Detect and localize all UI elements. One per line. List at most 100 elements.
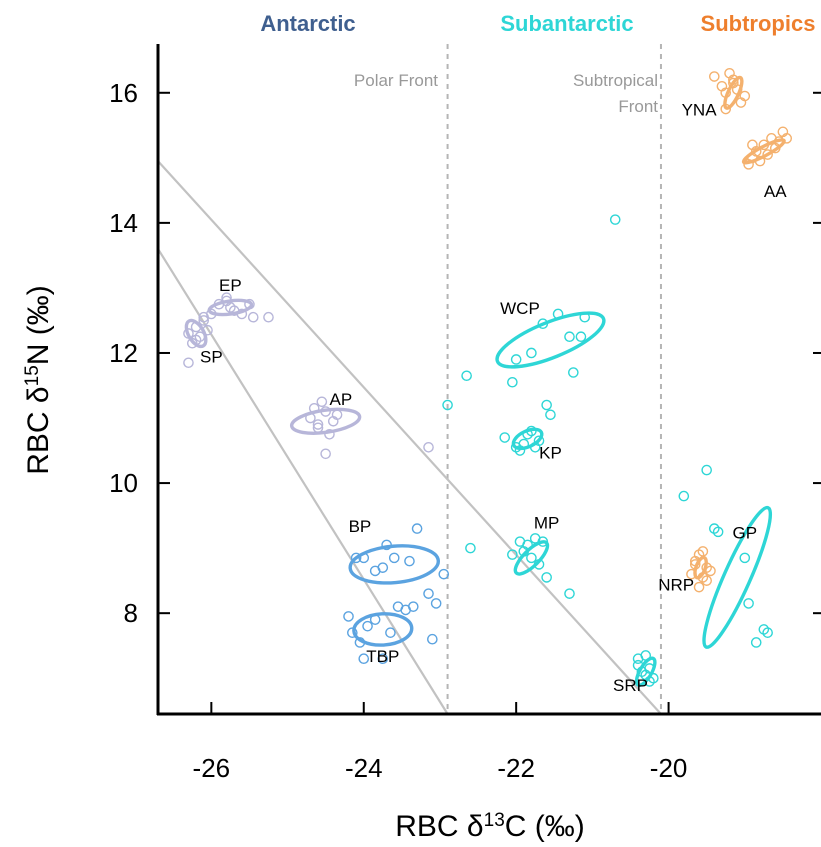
data-point [701, 575, 712, 586]
data-point [411, 523, 423, 534]
data-point [198, 315, 210, 326]
data-point [579, 311, 591, 323]
data-point [701, 464, 712, 476]
data-point [678, 490, 690, 502]
data-point [644, 663, 655, 674]
data-point [754, 155, 766, 167]
data-point [377, 653, 389, 665]
data-point [762, 627, 773, 638]
data-point [407, 601, 419, 612]
group-label: GP [733, 523, 758, 542]
data-point [747, 139, 758, 151]
y-axis-title: RBC δ15N (‰) [22, 285, 56, 475]
data-point [762, 149, 773, 160]
data-point [507, 376, 518, 388]
group-label: EP [219, 276, 242, 295]
ellipses [184, 75, 786, 687]
group-label: SRP [613, 676, 648, 695]
data-point [499, 432, 511, 443]
data-point [541, 572, 552, 583]
region-label: Antarctic [260, 11, 355, 36]
data-point [689, 559, 701, 570]
data-point [545, 409, 556, 421]
y-tick-label: 16 [109, 78, 138, 108]
data-point [507, 549, 518, 560]
data-point [183, 357, 194, 369]
y-tick-label: 14 [109, 208, 138, 238]
data-point [465, 542, 476, 554]
data-point [442, 399, 453, 411]
data-point [358, 552, 370, 564]
data-point [709, 71, 720, 82]
group-label: MP [534, 514, 560, 533]
group-label: AP [330, 390, 353, 409]
data-point [247, 311, 259, 323]
y-tick-label: 10 [109, 468, 138, 498]
ellipse [702, 505, 773, 649]
data-point [347, 627, 358, 638]
data-point [564, 588, 575, 599]
data-point [320, 406, 331, 417]
data-point [686, 568, 697, 580]
ellipse [348, 544, 441, 585]
data-point [430, 598, 442, 609]
group-label: BP [349, 517, 372, 536]
group-label: YNA [682, 101, 718, 120]
data-point [522, 539, 533, 551]
data-point [526, 425, 537, 437]
data-point [324, 428, 335, 440]
ellipse [723, 75, 744, 110]
data-point [244, 298, 255, 310]
boundary-line [157, 160, 662, 715]
data-point [331, 409, 343, 421]
data-point [263, 311, 274, 323]
front-label: Subtropical [573, 71, 658, 90]
region-label: Subantarctic [500, 11, 633, 36]
data-point [198, 311, 210, 323]
data-point [461, 370, 472, 382]
data-point [183, 328, 194, 339]
data-point [358, 653, 370, 665]
data-point [526, 552, 537, 564]
front-lines: Polar Front Subtropical Front [354, 44, 662, 714]
data-point [739, 552, 751, 564]
data-point [526, 347, 537, 359]
group-labels: EP SP AP BP TBP WCP KP MP SRP GP NRP YNA AA [200, 101, 787, 696]
data-point [781, 133, 793, 144]
group-label: NRP [658, 575, 694, 594]
data-point [533, 559, 545, 570]
x-tick-label: -20 [650, 753, 688, 783]
x-axis-title: RBC δ13C (‰) [395, 810, 585, 844]
group-label: AA [764, 182, 787, 201]
data-point [190, 321, 202, 333]
data-point [236, 308, 248, 320]
data-point [758, 139, 770, 151]
group-label: WCP [500, 299, 540, 318]
group-label: SP [200, 348, 223, 367]
data-point [731, 84, 743, 95]
data-point [362, 620, 373, 632]
data-point [404, 555, 415, 567]
data-point [564, 331, 575, 343]
data-point [354, 637, 366, 648]
data-point [609, 214, 621, 225]
data-point [720, 87, 732, 99]
data-point [350, 552, 362, 564]
data-point [728, 74, 739, 86]
data-point [644, 676, 655, 687]
data-point [312, 422, 324, 434]
data-point [427, 633, 438, 645]
data-point [712, 526, 724, 538]
data-point [541, 399, 552, 411]
ellipse [289, 407, 362, 435]
data-point [739, 90, 751, 102]
data-points [183, 67, 793, 687]
group-label: KP [539, 443, 562, 462]
x-tick-label: -24 [345, 753, 383, 783]
data-point [423, 588, 434, 599]
data-point [640, 650, 652, 661]
data-point [190, 334, 202, 346]
x-tick-label: -26 [193, 753, 231, 783]
data-point [575, 331, 587, 343]
